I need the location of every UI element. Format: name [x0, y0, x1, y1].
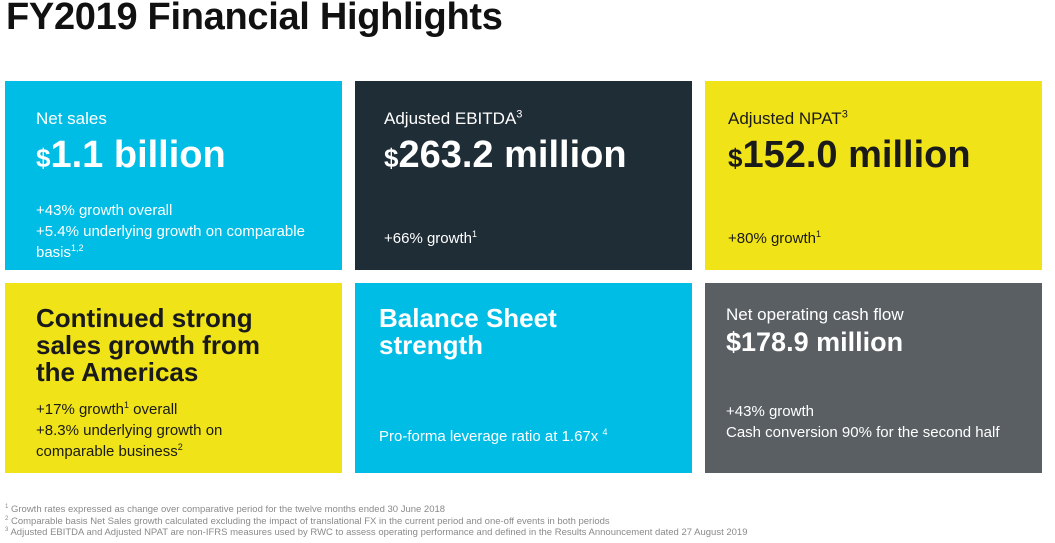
footnote-3-text: Adjusted EBITDA and Adjusted NPAT are no… — [8, 527, 748, 538]
americas-notes: +17% growth1 overall +8.3% underlying gr… — [36, 399, 222, 462]
ebitda-growth-sup: 1 — [471, 229, 477, 239]
ebitda-label-text: Adjusted EBITDA — [384, 109, 517, 128]
net-sales-notes: +43% growth overall +5.4% underlying gro… — [36, 200, 305, 263]
americas-line2: +8.3% underlying growth on — [36, 422, 223, 439]
npat-value: $152.0 million — [728, 134, 971, 177]
net-sales-label: Net sales — [36, 109, 107, 128]
footnote-1-num: 1 — [5, 503, 9, 510]
npat-tile: Adjusted NPAT3 $152.0 million +80% growt… — [705, 81, 1042, 270]
americas-line1-sup: 1 — [123, 400, 129, 410]
cash-flow-line2: Cash conversion 90% for the second half — [726, 424, 1000, 441]
cash-flow-line1: +43% growth — [726, 403, 814, 420]
americas-heading-line1: Continued strong — [36, 303, 253, 333]
balance-note-sup: 4 — [602, 427, 608, 437]
npat-label-sup: 3 — [841, 108, 848, 121]
footnote-2: 2 Comparable basis Net Sales growth calc… — [5, 515, 748, 528]
ebitda-tile: Adjusted EBITDA3 $263.2 million +66% gro… — [355, 81, 692, 270]
americas-line1-b: overall — [129, 401, 178, 418]
net-sales-tile: Net sales $1.1 billion +43% growth overa… — [5, 81, 342, 270]
ebitda-growth: +66% growth1 — [384, 228, 477, 249]
americas-line1-a: +17% growth — [36, 401, 124, 418]
net-sales-currency: $ — [36, 143, 51, 173]
balance-note-text: Pro-forma leverage ratio at 1.67x — [379, 428, 603, 445]
ebitda-currency: $ — [384, 143, 399, 173]
footnotes: 1 Growth rates expressed as change over … — [5, 504, 748, 539]
npat-label-text: Adjusted NPAT — [728, 109, 842, 128]
balance-heading: Balance Sheet strength — [379, 305, 557, 359]
npat-growth-text: +80% growth — [728, 230, 816, 247]
ebitda-label: Adjusted EBITDA3 — [384, 109, 522, 129]
americas-line3: comparable business2 — [36, 441, 222, 462]
balance-note: Pro-forma leverage ratio at 1.67x 4 — [379, 426, 607, 447]
americas-line1: +17% growth1 overall — [36, 399, 222, 420]
americas-tile: Continued strong sales growth from the A… — [5, 283, 342, 473]
americas-heading-line2: sales growth from — [36, 330, 260, 360]
net-sales-value: $1.1 billion — [36, 134, 226, 177]
balance-heading-line2: strength — [379, 330, 483, 360]
ebitda-label-sup: 3 — [516, 108, 523, 121]
cash-flow-value: $178.9 million — [726, 327, 904, 357]
footnote-2-text: Comparable basis Net Sales growth calcul… — [8, 515, 610, 527]
cash-flow-tile: Net operating cash flow $178.9 million +… — [705, 283, 1042, 473]
net-sales-line3-text: basis — [36, 244, 72, 261]
ebitda-growth-text: +66% growth — [384, 230, 472, 247]
balance-sheet-tile: Balance Sheet strength Pro-forma leverag… — [355, 283, 692, 473]
npat-label: Adjusted NPAT3 — [728, 109, 848, 129]
npat-currency: $ — [728, 143, 743, 173]
ebitda-value: $263.2 million — [384, 134, 627, 177]
ebitda-amount: 263.2 million — [398, 134, 627, 176]
footnote-1-text: Growth rates expressed as change over co… — [8, 504, 446, 515]
americas-heading-line3: the Americas — [36, 357, 199, 387]
footnote-3: 3 Adjusted EBITDA and Adjusted NPAT are … — [5, 527, 748, 539]
footnote-1: 1 Growth rates expressed as change over … — [5, 504, 748, 516]
americas-line3-text: comparable business — [36, 443, 178, 460]
balance-heading-line1: Balance Sheet — [379, 303, 557, 333]
npat-growth-sup: 1 — [815, 229, 821, 239]
net-sales-amount: 1.1 billion — [50, 134, 226, 176]
cash-flow-notes: +43% growth Cash conversion 90% for the … — [726, 401, 1000, 443]
npat-growth: +80% growth1 — [728, 228, 821, 249]
net-sales-line2: +5.4% underlying growth on comparable — [36, 223, 305, 240]
cash-flow-label: Net operating cash flow — [726, 305, 904, 324]
npat-amount: 152.0 million — [742, 134, 971, 176]
net-sales-line3: basis1,2 — [36, 242, 305, 263]
footnote-2-num: 2 — [5, 515, 9, 522]
americas-heading: Continued strong sales growth from the A… — [36, 305, 260, 386]
americas-line3-sup: 2 — [177, 442, 183, 452]
net-sales-line1: +43% growth overall — [36, 202, 173, 219]
page-title: FY2019 Financial Highlights — [6, 0, 503, 38]
net-sales-line3-sup: 1,2 — [71, 243, 84, 253]
footnote-3-num: 3 — [5, 526, 9, 533]
